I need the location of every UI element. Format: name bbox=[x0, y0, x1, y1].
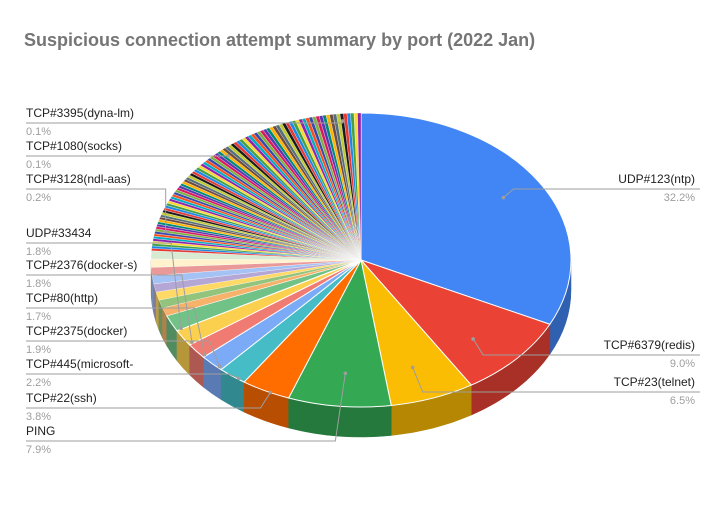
leader-dot-tcp-3395-dyna-lm bbox=[340, 119, 345, 123]
slice-labels: UDP#123(ntp) 32.2% TCP#6379(redis) 9.0% TCP#… bbox=[26, 106, 695, 456]
slice-ping bbox=[287, 258, 392, 408]
slice-percent-tcp-445-microsoft: 2.2% bbox=[26, 377, 51, 389]
slice-percent-tcp-80-http: 1.7% bbox=[26, 311, 51, 323]
leader-dot-tcp-1080-socks bbox=[226, 154, 230, 158]
leader-line-tcp-445-microsoft bbox=[26, 373, 239, 379]
leader-dot-tcp-2376-docker-s bbox=[190, 340, 194, 344]
slice-label-tcp-22-ssh: TCP#22(ssh) bbox=[26, 391, 97, 405]
slice-percent-tcp-22-ssh: 3.8% bbox=[26, 411, 51, 423]
slice-label-tcp-3395-dyna-lm: TCP#3395(dyna-lm) bbox=[26, 106, 134, 120]
slice-other bbox=[357, 112, 362, 261]
slice-tcp-6379-redis bbox=[359, 258, 551, 386]
slice-label-tcp-1080-socks: TCP#1080(socks) bbox=[26, 139, 122, 153]
leader-dot-tcp-3128-ndl-aas bbox=[163, 229, 168, 234]
leader-dot-tcp-80-http bbox=[202, 352, 207, 357]
slice-percent-tcp-6379-redis: 9.0% bbox=[670, 358, 695, 370]
leader-line-ping bbox=[26, 373, 346, 442]
leader-dot-udp-123-ntp bbox=[501, 195, 506, 200]
slice-percent-tcp-2375-docker: 1.9% bbox=[26, 344, 51, 356]
slice-label-udp-33434: UDP#33434 bbox=[26, 226, 92, 240]
pie-slices bbox=[150, 112, 572, 408]
slice-label-tcp-23-telnet: TCP#23(telnet) bbox=[614, 375, 695, 389]
chart-title: Suspicious connection attempt summary by… bbox=[24, 30, 535, 50]
slice-percent-tcp-3395-dyna-lm: 0.1% bbox=[26, 126, 51, 138]
slice-percent-tcp-3128-ndl-aas: 0.2% bbox=[26, 192, 51, 204]
slice-label-tcp-2376-docker-s: TCP#2376(docker-s) bbox=[26, 258, 137, 272]
slice-label-tcp-3128-ndl-aas: TCP#3128(ndl-aas) bbox=[26, 172, 131, 186]
leader-dot-tcp-2375-docker bbox=[217, 364, 222, 369]
leader-lines bbox=[26, 119, 700, 442]
leader-line-tcp-6379-redis bbox=[472, 338, 700, 356]
slice-label-tcp-6379-redis: TCP#6379(redis) bbox=[604, 338, 695, 352]
slice-label-udp-123-ntp: UDP#123(ntp) bbox=[618, 172, 695, 186]
slice-percent-tcp-23-telnet: 6.5% bbox=[670, 395, 695, 407]
slice-percent-udp-123-ntp: 32.2% bbox=[664, 192, 695, 204]
leader-line-tcp-23-telnet bbox=[412, 367, 700, 393]
slice-label-tcp-445-microsoft: TCP#445(microsoft- bbox=[26, 357, 133, 371]
leader-dot-udp-33434 bbox=[179, 326, 183, 331]
leader-line-tcp-3128-ndl-aas bbox=[26, 188, 167, 232]
leader-line-tcp-2375-docker bbox=[26, 340, 220, 367]
slice-percent-tcp-2376-docker-s: 1.8% bbox=[26, 278, 51, 290]
slice-percent-tcp-1080-socks: 0.1% bbox=[26, 159, 51, 171]
leader-dot-tcp-22-ssh bbox=[268, 390, 273, 395]
leader-dot-tcp-23-telnet bbox=[410, 365, 415, 370]
slice-udp-123-ntp bbox=[360, 112, 572, 325]
slice-percent-udp-33434: 1.8% bbox=[26, 246, 51, 258]
leader-line-tcp-22-ssh bbox=[26, 392, 271, 409]
slice-label-ping: PING bbox=[26, 424, 55, 438]
slice-percent-ping: 7.9% bbox=[26, 444, 51, 456]
leader-dot-tcp-445-microsoft bbox=[236, 376, 241, 381]
leader-dot-tcp-6379-redis bbox=[471, 337, 475, 341]
leader-dot-ping bbox=[343, 371, 348, 376]
leader-line-tcp-2376-docker-s bbox=[26, 274, 193, 343]
leader-line-udp-123-ntp bbox=[503, 188, 700, 198]
leader-line-udp-33434 bbox=[26, 242, 182, 329]
slice-label-tcp-2375-docker: TCP#2375(docker) bbox=[26, 324, 127, 338]
slice-label-tcp-80-http: TCP#80(http) bbox=[26, 291, 98, 305]
leader-line-tcp-80-http bbox=[26, 307, 206, 355]
